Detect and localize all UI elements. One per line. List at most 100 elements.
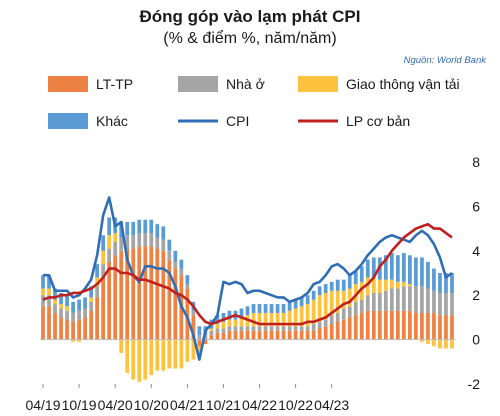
bar-ltp-35: [251, 330, 256, 340]
bar-khac-21: [167, 239, 172, 251]
legend-swatch-khac: [48, 113, 88, 129]
bar-ltp-19: [155, 248, 160, 340]
bar-giao-thong-20: [161, 339, 166, 371]
bar-giao-thong-25: [191, 339, 196, 360]
bar-ltp-36: [257, 330, 262, 340]
bar-nha-o-8: [89, 301, 93, 311]
bar-ltp-48: [329, 324, 334, 340]
bar-giao-thong-49: [335, 290, 340, 313]
legend: LT-TP Nhà ở Giao thông vận tải Khác CPI LP cơ…: [48, 76, 460, 129]
x-tick-label: 04/22: [242, 397, 277, 413]
bar-giao-thong-4: [65, 306, 69, 311]
bar-nha-o-40: [281, 326, 286, 331]
bar-khac-7: [83, 297, 87, 309]
legend-label-nha-o: Nhà ở: [226, 76, 265, 92]
bar-giao-thong-40: [281, 312, 286, 327]
bar-ltp-42: [293, 330, 298, 340]
bar-nha-o-54: [365, 295, 370, 311]
chart-title: Đóng góp vào lạm phát CPI: [139, 7, 360, 26]
y-tick-label: 4: [472, 243, 480, 259]
bar-ltp-25: [191, 315, 196, 340]
bar-nha-o-67: [444, 292, 448, 316]
bar-khac-17: [143, 219, 148, 234]
x-tick-label: 10/21: [206, 397, 241, 413]
bar-khac-15: [131, 221, 136, 236]
bar-nha-o-0: [41, 295, 45, 307]
bar-khac-55: [371, 257, 376, 278]
bar-nha-o-37: [263, 326, 268, 331]
lp-co-ban-line: [42, 222, 453, 326]
bar-giao-thong-32: [233, 319, 238, 327]
bar-nha-o-14: [125, 235, 130, 249]
bar-ltp-1: [47, 306, 51, 340]
bar-khac-48: [329, 281, 334, 291]
bar-ltp-9: [95, 297, 99, 340]
bar-nha-o-35: [251, 326, 256, 331]
bar-khac-38: [269, 304, 274, 313]
bar-ltp-68: [450, 315, 454, 340]
bar-khac-65: [432, 268, 436, 291]
bar-giao-thong-1: [47, 288, 51, 296]
bar-ltp-67: [444, 315, 448, 340]
x-tick-label: 04/20: [98, 397, 133, 413]
bar-giao-thong-51: [347, 288, 352, 307]
bar-nha-o-12: [113, 241, 118, 256]
bar-giao-thong-44: [305, 304, 310, 327]
bar-khac-52: [353, 270, 358, 285]
bar-khac-11: [107, 217, 112, 236]
bar-ltp-3: [59, 317, 63, 340]
bar-khac-36: [257, 304, 262, 313]
bar-ltp-4: [65, 319, 69, 340]
legend-label-lp-co-ban: LP cơ bản: [346, 113, 410, 129]
x-tick-label: 10/20: [134, 397, 169, 413]
bar-giao-thong-50: [341, 290, 346, 309]
legend-label-khac: Khác: [96, 113, 128, 129]
bar-ltp-8: [89, 310, 93, 340]
bar-giao-thong-33: [239, 317, 244, 327]
bar-ltp-55: [371, 310, 376, 340]
bar-nha-o-60: [402, 286, 406, 311]
bar-nha-o-44: [305, 326, 310, 331]
bar-khac-59: [396, 255, 400, 282]
bar-giao-thong-22: [173, 339, 178, 369]
bar-giao-thong-37: [263, 312, 268, 327]
bar-ltp-58: [389, 310, 394, 340]
bar-giao-thong-13: [119, 339, 124, 353]
bar-ltp-59: [396, 310, 400, 340]
bar-nha-o-13: [119, 237, 124, 251]
bar-khac-3: [59, 292, 63, 305]
bar-khac-42: [293, 299, 298, 309]
bar-ltp-16: [137, 246, 142, 340]
bar-giao-thong-59: [396, 281, 400, 289]
bar-giao-thong-28: [209, 328, 214, 331]
bar-giao-thong-24: [185, 339, 190, 362]
bar-ltp-66: [438, 315, 442, 340]
bar-khac-31: [227, 310, 232, 320]
bar-giao-thong-17: [143, 339, 148, 380]
bar-nha-o-56: [377, 292, 382, 311]
bar-khac-63: [420, 257, 424, 287]
bar-giao-thong-63: [420, 339, 424, 342]
bar-nha-o-57: [383, 290, 388, 311]
bar-ltp-50: [341, 319, 346, 340]
bar-khac-10: [101, 235, 106, 251]
bar-giao-thong-11: [107, 235, 112, 249]
bar-giao-thong-53: [359, 281, 364, 300]
bar-giao-thong-6: [77, 339, 81, 342]
bar-nha-o-11: [107, 248, 112, 262]
bar-khac-64: [426, 261, 430, 289]
bar-nha-o-3: [59, 308, 63, 318]
bar-khac-29: [215, 315, 220, 325]
bar-giao-thong-57: [383, 279, 388, 291]
bar-giao-thong-46: [317, 295, 322, 322]
bar-ltp-47: [323, 326, 328, 340]
bar-ltp-5: [71, 321, 75, 340]
bar-ltp-63: [420, 312, 424, 340]
bar-ltp-49: [335, 321, 340, 340]
bar-ltp-22: [173, 268, 178, 340]
bar-khac-18: [149, 219, 154, 234]
stacked-bars: [41, 217, 454, 382]
bar-giao-thong-8: [89, 297, 93, 302]
bar-nha-o-65: [432, 290, 436, 313]
